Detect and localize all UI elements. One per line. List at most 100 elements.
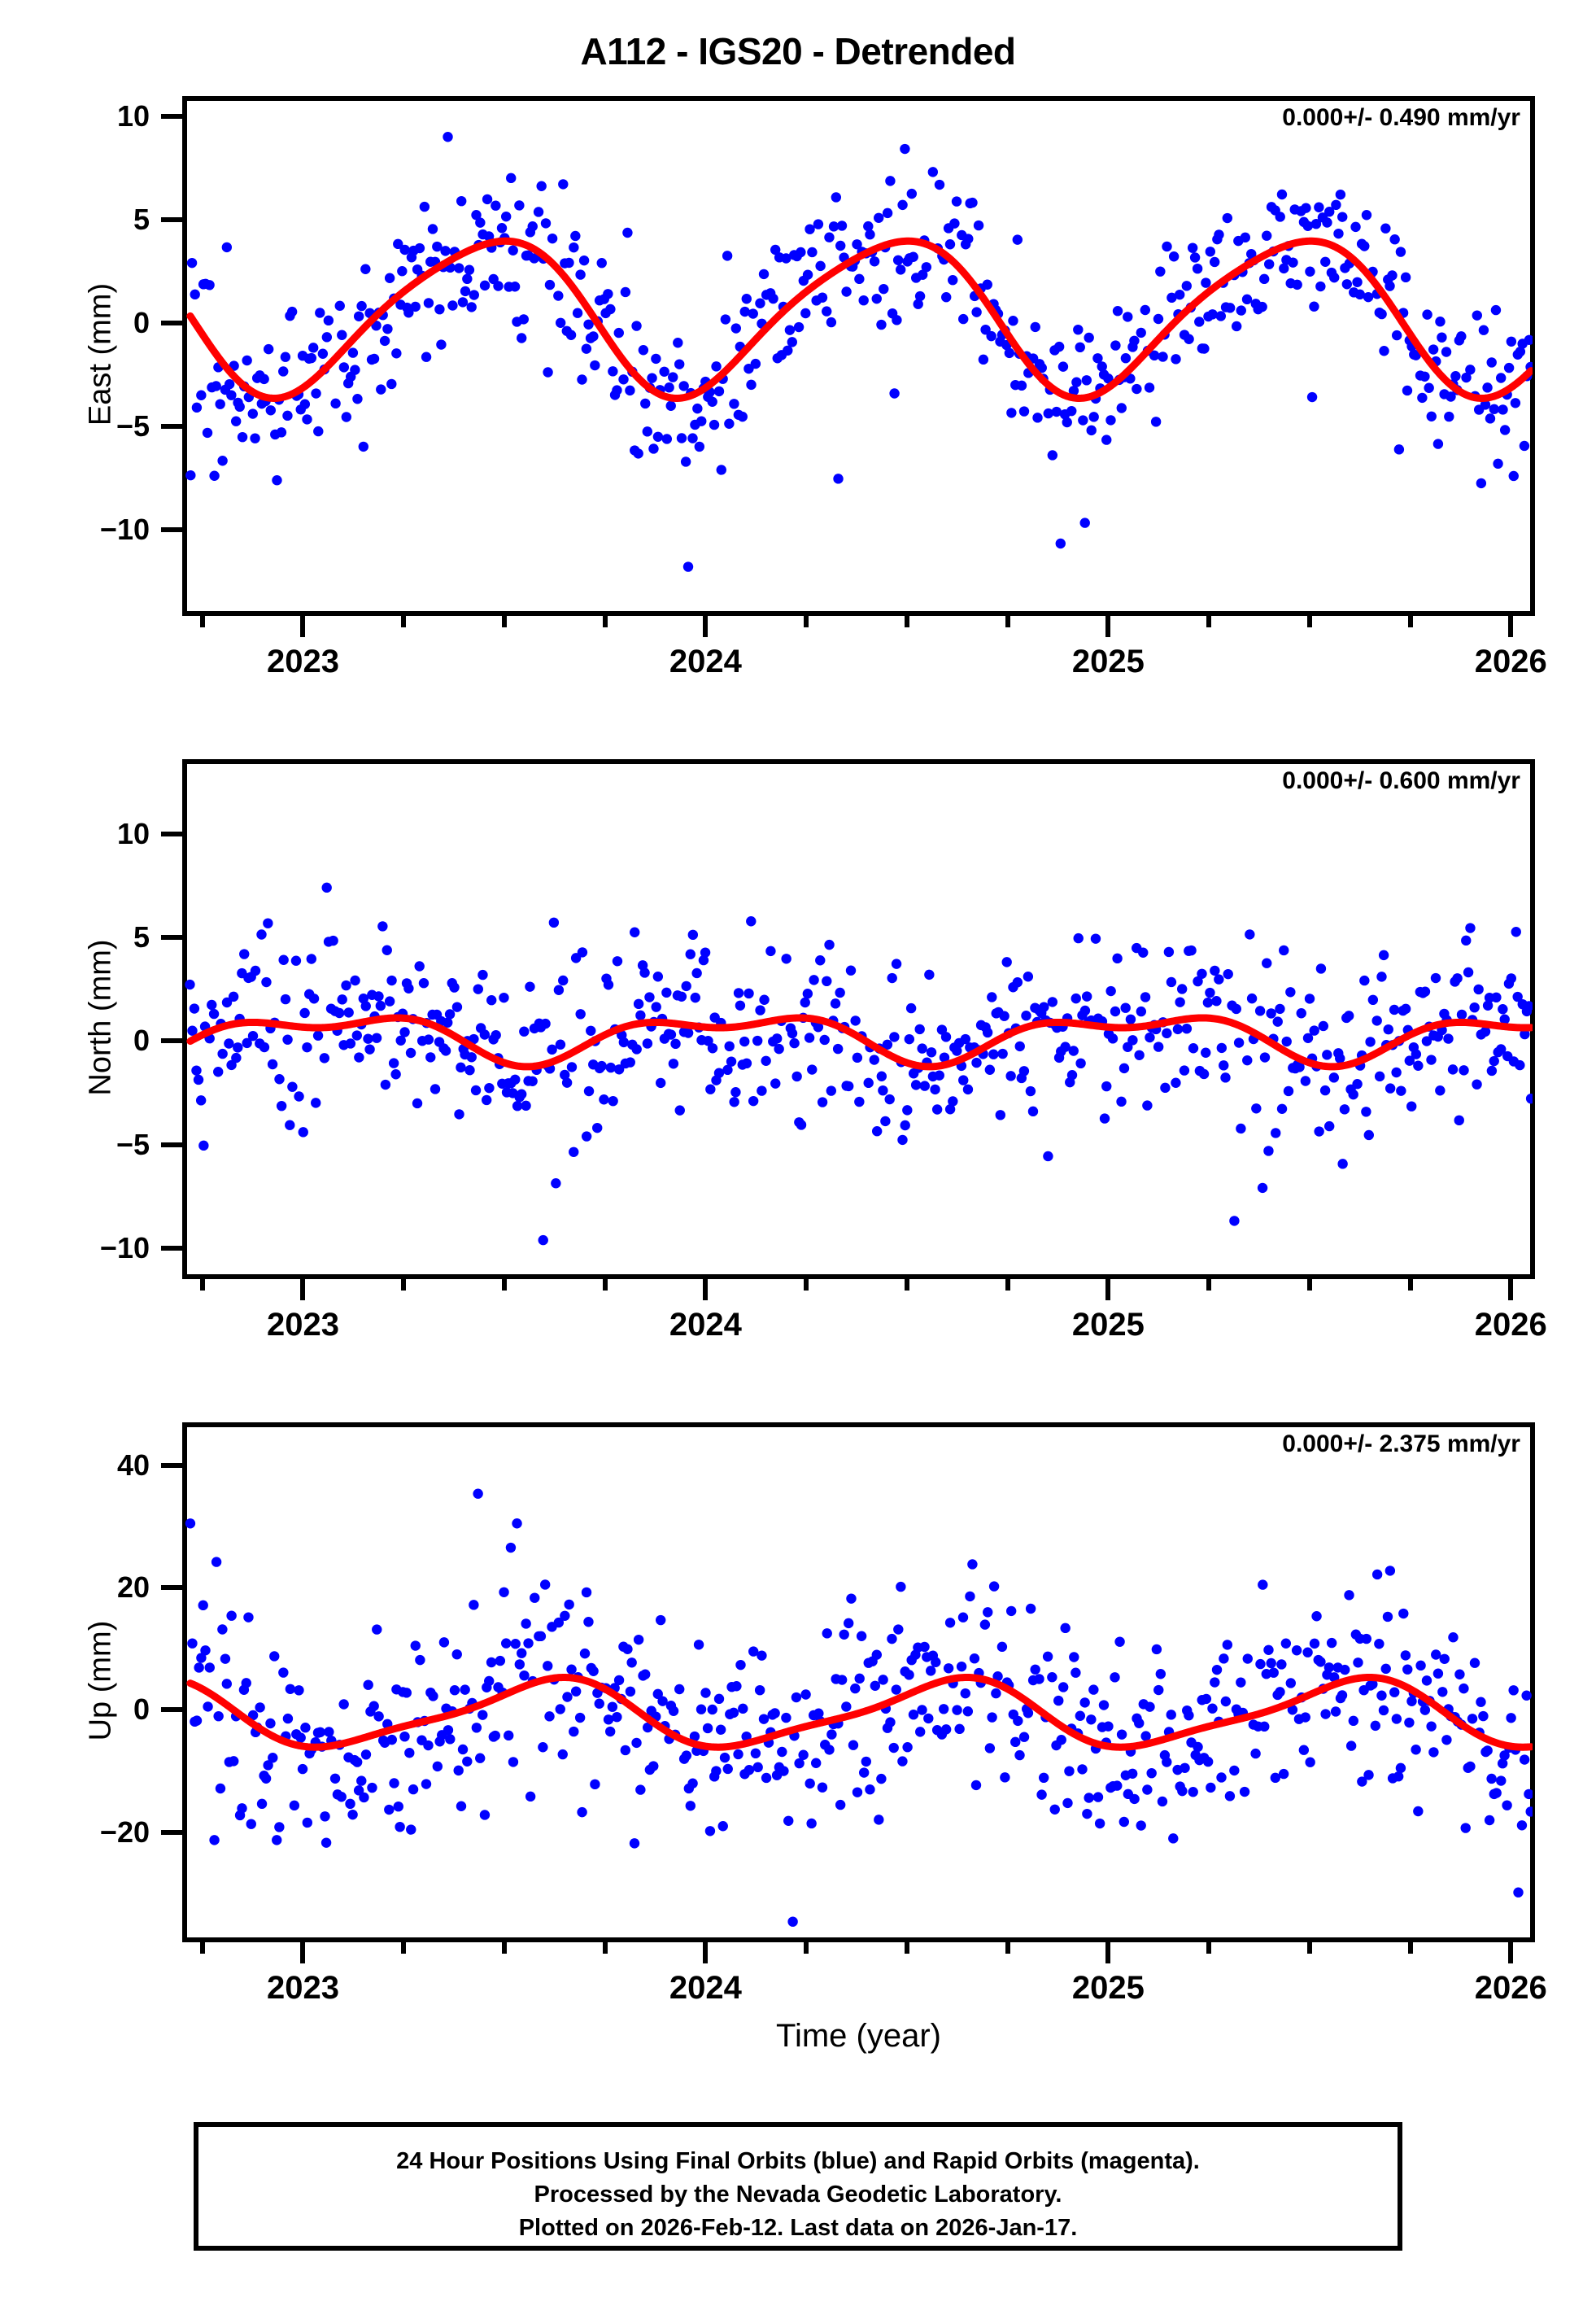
y-tick-north: [161, 1038, 182, 1044]
y-tick-label-up-0: 40: [116, 1448, 150, 1482]
data-points-north: [185, 882, 1533, 1246]
x-tick-minor-east: [1206, 616, 1212, 627]
panel-east: 0.000+/- 0.490 mm/yr 10 5 0 −5 −10 2023 2024 202…: [84, 96, 1547, 679]
y-tick-label-north-4: −10: [99, 1230, 150, 1264]
y-tick-label-north-1: 5: [133, 919, 150, 954]
y-tick-label-north-2: 0: [133, 1024, 150, 1058]
x-tick-major-east: [703, 616, 709, 637]
rate-label-up: 0.000+/- 2.375 mm/yr: [1282, 1430, 1520, 1457]
data-points-up: [185, 1488, 1533, 1927]
x-tick-label-north-3: 2026: [1474, 1307, 1547, 1343]
x-tick-major-east: [1508, 616, 1514, 637]
y-tick-north: [161, 1245, 182, 1251]
x-tick-minor-east: [1407, 616, 1413, 627]
x-tick-minor-up: [1306, 1942, 1312, 1954]
x-tick-minor-east: [804, 616, 809, 627]
y-tick-label-north-3: −5: [116, 1127, 150, 1161]
x-tick-major-up: [300, 1942, 306, 1963]
y-tick-east: [161, 114, 182, 120]
x-tick-minor-up: [501, 1942, 507, 1954]
y-tick-east: [161, 217, 182, 223]
x-tick-major-up: [703, 1942, 709, 1963]
y-tick-label-north-0: 10: [116, 816, 150, 850]
x-tick-label-north-0: 2023: [266, 1307, 339, 1343]
x-tick-minor-up: [401, 1942, 407, 1954]
x-tick-major-up: [1105, 1942, 1111, 1963]
y-tick-label-east-3: −5: [116, 408, 150, 443]
x-tick-major-north: [1508, 1279, 1514, 1300]
x-tick-minor-north: [501, 1279, 507, 1291]
x-tick-minor-north: [1407, 1279, 1413, 1291]
x-tick-minor-east: [602, 616, 608, 627]
y-tick-north: [161, 1142, 182, 1147]
x-tick-label-north-1: 2024: [669, 1307, 742, 1343]
x-tick-minor-up: [602, 1942, 608, 1954]
x-tick-major-east: [1105, 616, 1111, 637]
x-tick-minor-north: [602, 1279, 608, 1291]
x-tick-minor-north: [1206, 1279, 1212, 1291]
x-tick-minor-east: [904, 616, 909, 627]
x-tick-minor-up: [804, 1942, 809, 1954]
x-tick-minor-east: [199, 616, 205, 627]
y-tick-east: [161, 320, 182, 325]
y-axis-title-north: North (mm): [83, 938, 118, 1096]
x-tick-label-up-3: 2026: [1474, 1970, 1547, 2006]
x-tick-minor-up: [1005, 1942, 1010, 1954]
y-tick-east: [161, 526, 182, 532]
x-tick-major-up: [1508, 1942, 1514, 1963]
y-tick-label-up-3: −20: [99, 1815, 150, 1849]
x-tick-minor-north: [804, 1279, 809, 1291]
x-tick-label-up-2: 2025: [1071, 1970, 1145, 2006]
x-tick-label-east-0: 2023: [266, 644, 339, 679]
x-tick-major-east: [300, 616, 306, 637]
x-tick-minor-north: [1306, 1279, 1312, 1291]
x-tick-major-north: [703, 1279, 709, 1300]
x-tick-major-north: [300, 1279, 306, 1300]
x-tick-minor-east: [501, 616, 507, 627]
panel-frame-east: [182, 96, 1535, 616]
rate-label-north: 0.000+/- 0.600 mm/yr: [1282, 767, 1520, 794]
x-tick-minor-east: [401, 616, 407, 627]
footer-note-box: 24 Hour Positions Using Final Orbits (bl…: [194, 2122, 1402, 2251]
x-tick-minor-north: [199, 1279, 205, 1291]
x-tick-minor-up: [199, 1942, 205, 1954]
x-tick-minor-east: [1306, 616, 1312, 627]
rate-label-east: 0.000+/- 0.490 mm/yr: [1282, 104, 1520, 131]
data-points-east: [185, 132, 1533, 572]
y-tick-north: [161, 934, 182, 940]
plot-canvas-up: [185, 1488, 1533, 1927]
y-tick-up: [161, 1584, 182, 1590]
plot-canvas-north: [185, 882, 1533, 1246]
y-tick-label-east-0: 10: [116, 99, 150, 133]
fit-curve-east: [186, 237, 1533, 402]
panel-north: 0.000+/- 0.600 mm/yr 10 5 0 −5 −10 2023 2024 202…: [84, 759, 1547, 1343]
y-tick-up: [161, 1707, 182, 1713]
footer-line-1: 24 Hour Positions Using Final Orbits (bl…: [396, 2148, 1200, 2174]
x-tick-label-up-0: 2023: [266, 1970, 339, 2006]
y-tick-east: [161, 423, 182, 429]
x-tick-label-up-1: 2024: [669, 1970, 742, 2006]
x-tick-minor-east: [1005, 616, 1010, 627]
y-tick-up: [161, 1462, 182, 1468]
plot-canvas-east: [185, 132, 1533, 572]
x-tick-minor-north: [401, 1279, 407, 1291]
x-tick-minor-up: [904, 1942, 909, 1954]
x-tick-label-north-2: 2025: [1071, 1307, 1145, 1343]
x-tick-minor-north: [1005, 1279, 1010, 1291]
y-tick-label-up-1: 20: [116, 1570, 150, 1604]
x-tick-minor-north: [904, 1279, 909, 1291]
panel-up: 0.000+/- 2.375 mm/yr 40 20 0 −20 2023 2024 2025…: [84, 1422, 1547, 2006]
fit-curve-north: [186, 1014, 1533, 1071]
y-tick-label-up-2: 0: [133, 1692, 150, 1727]
y-tick-label-east-2: 0: [133, 305, 150, 339]
x-tick-major-north: [1105, 1279, 1111, 1300]
x-tick-label-east-1: 2024: [669, 644, 742, 679]
footer-line-2: Processed by the Nevada Geodetic Laborat…: [534, 2182, 1062, 2208]
page-title: A112 - IGS20 - Detrended: [580, 30, 1016, 72]
fit-curve-up: [186, 1674, 1533, 1751]
y-axis-title-east: East (mm): [83, 282, 118, 426]
y-tick-north: [161, 831, 182, 836]
x-tick-minor-up: [1206, 1942, 1212, 1954]
y-axis-title-up: Up (mm): [83, 1620, 118, 1740]
